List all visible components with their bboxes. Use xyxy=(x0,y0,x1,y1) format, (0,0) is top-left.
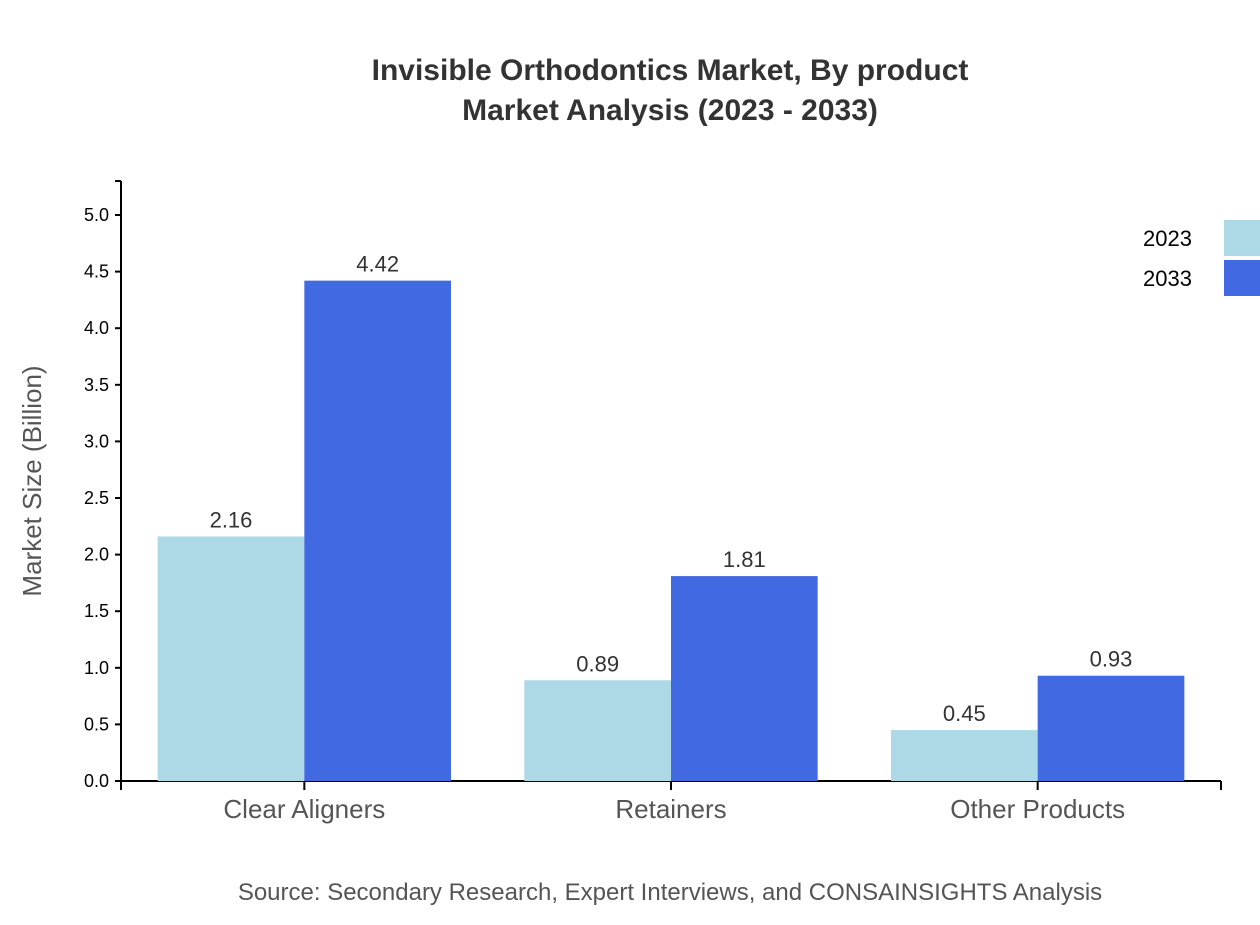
bar-2033 xyxy=(304,280,451,781)
legend-label: 2023 xyxy=(1143,226,1192,251)
data-label: 2.16 xyxy=(210,507,253,532)
data-label: 1.81 xyxy=(723,547,766,572)
y-tick-label: 2.5 xyxy=(84,488,109,508)
bar-2033 xyxy=(1037,675,1185,781)
bar-2023 xyxy=(524,680,671,781)
x-tick-label: Other Products xyxy=(950,794,1125,824)
y-tick-label: 0.5 xyxy=(84,714,109,734)
data-label: 0.89 xyxy=(576,651,619,676)
y-tick-label: 4.0 xyxy=(84,318,109,338)
source-note: Source: Secondary Research, Expert Inter… xyxy=(238,879,1102,906)
legend-swatch-2023 xyxy=(1224,220,1260,256)
y-tick-label: 2.0 xyxy=(84,545,109,565)
y-axis-label: Market Size (Billion) xyxy=(17,365,47,596)
chart-subtitle: Market Analysis (2023 - 2033) xyxy=(462,94,878,127)
x-tick-label: Clear Aligners xyxy=(223,794,385,824)
x-tick-label: Retainers xyxy=(615,794,726,824)
bar-2023 xyxy=(891,730,1038,781)
data-label: 0.45 xyxy=(943,701,986,726)
bar-2023 xyxy=(157,536,305,781)
legend-swatch-2033 xyxy=(1224,260,1260,296)
y-tick-label: 0.0 xyxy=(84,771,109,791)
y-tick-label: 3.0 xyxy=(84,431,109,451)
y-tick-label: 1.0 xyxy=(84,658,109,678)
y-tick-label: 3.5 xyxy=(84,375,109,395)
y-tick-label: 4.5 xyxy=(84,262,109,282)
y-tick-label: 1.5 xyxy=(84,601,109,621)
data-label: 4.42 xyxy=(356,252,399,277)
chart-title: Invisible Orthodontics Market, By produc… xyxy=(372,54,969,87)
legend-label: 2033 xyxy=(1143,266,1192,291)
bar-2033 xyxy=(671,576,818,781)
y-tick-label: 5.0 xyxy=(84,205,109,225)
data-label: 0.93 xyxy=(1090,647,1133,672)
